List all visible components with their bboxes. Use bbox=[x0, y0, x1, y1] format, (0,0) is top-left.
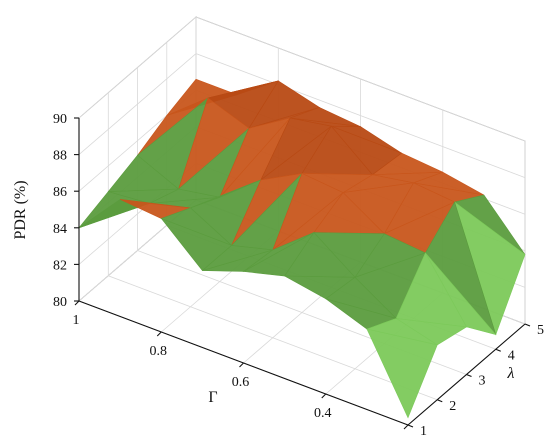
x-tick-label: 0.6 bbox=[232, 375, 250, 390]
x-tick-mark bbox=[403, 424, 409, 430]
x-axis-label: Γ bbox=[208, 389, 217, 406]
y-tick-mark bbox=[495, 348, 501, 352]
x-tick-mark bbox=[156, 331, 162, 337]
grid-line-pdr bbox=[78, 53, 526, 178]
z-tick-label: 80 bbox=[53, 295, 67, 310]
x-tick-mark bbox=[321, 393, 327, 399]
x-tick-mark bbox=[74, 300, 80, 306]
surface-facet bbox=[366, 328, 438, 419]
y-tick-label: 4 bbox=[508, 348, 515, 363]
axes: 10.80.60.40.212345808284868890 bbox=[53, 112, 544, 437]
z-tick-label: 88 bbox=[53, 149, 67, 164]
x-tick-label: 1 bbox=[73, 313, 80, 328]
z-tick-label: 90 bbox=[53, 112, 67, 127]
y-axis-label: λ bbox=[507, 365, 515, 382]
z-tick-label: 84 bbox=[53, 222, 67, 237]
y-tick-mark bbox=[466, 373, 472, 378]
y-tick-label: 1 bbox=[420, 424, 427, 437]
z-tick-label: 82 bbox=[53, 258, 67, 273]
y-tick-mark bbox=[524, 323, 531, 327]
y-tick-label: 3 bbox=[479, 374, 486, 389]
surface-mesh bbox=[78, 78, 526, 419]
y-tick-label: 5 bbox=[537, 323, 544, 338]
y-tick-label: 2 bbox=[449, 399, 456, 414]
x-tick-mark bbox=[239, 362, 244, 368]
z-tick-label: 86 bbox=[53, 185, 67, 200]
x-tick-label: 0.4 bbox=[314, 406, 332, 421]
grid-line-pdr bbox=[78, 16, 526, 142]
surface-facet bbox=[284, 275, 356, 300]
y-tick-mark bbox=[437, 399, 443, 403]
x-tick-label: 0.8 bbox=[150, 344, 168, 359]
z-axis-label: PDR (%) bbox=[12, 180, 29, 239]
y-tick-mark bbox=[407, 424, 414, 428]
